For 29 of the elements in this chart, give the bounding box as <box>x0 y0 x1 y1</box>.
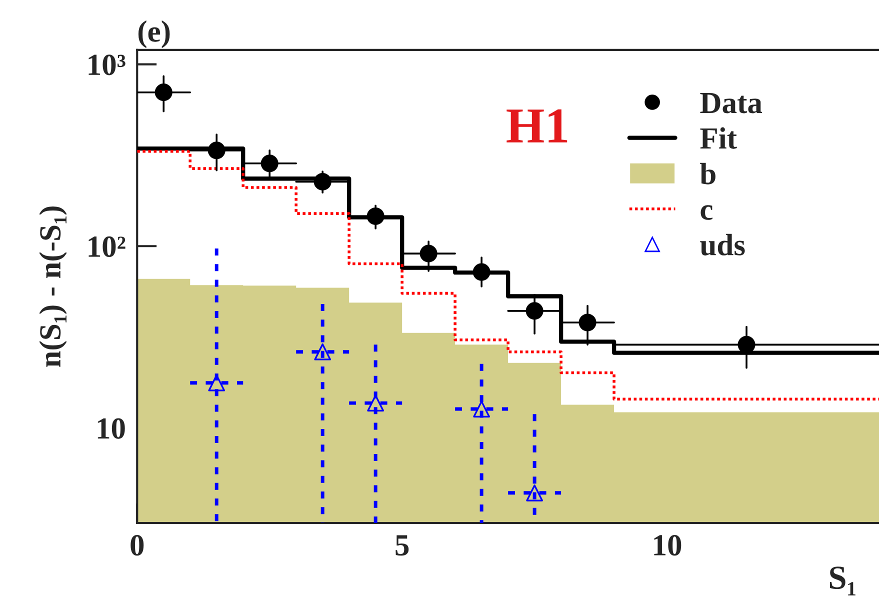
point <box>260 154 278 172</box>
y-tick-label: 10 <box>98 418 125 439</box>
y-tick-label: 10² <box>88 236 126 258</box>
point <box>366 207 384 226</box>
legend-label: Fit <box>700 127 737 149</box>
point <box>473 400 490 418</box>
point <box>208 142 226 160</box>
x-tick-label: 0 <box>130 534 144 556</box>
chart-title: (e) <box>138 20 170 48</box>
annotation: H1 <box>506 109 568 142</box>
point <box>208 374 226 392</box>
legend-label: c <box>700 205 712 220</box>
point <box>472 263 490 281</box>
point <box>314 343 332 360</box>
point <box>526 484 543 502</box>
point <box>367 394 384 412</box>
point <box>420 244 438 262</box>
legend-label: uds <box>700 234 745 256</box>
legend-label: b <box>700 162 716 184</box>
point <box>314 172 332 191</box>
point <box>154 84 172 102</box>
y-axis-title: n(S₁) - n(-S₁) <box>39 206 67 367</box>
point <box>526 302 544 320</box>
x-tick-label: 5 <box>396 535 409 556</box>
x-tick-label: 10 <box>654 534 682 556</box>
legend-label: Data <box>700 92 762 114</box>
y-tick-label: 10³ <box>88 54 126 76</box>
x-axis-title: S₁ <box>830 566 856 596</box>
point <box>578 314 596 332</box>
